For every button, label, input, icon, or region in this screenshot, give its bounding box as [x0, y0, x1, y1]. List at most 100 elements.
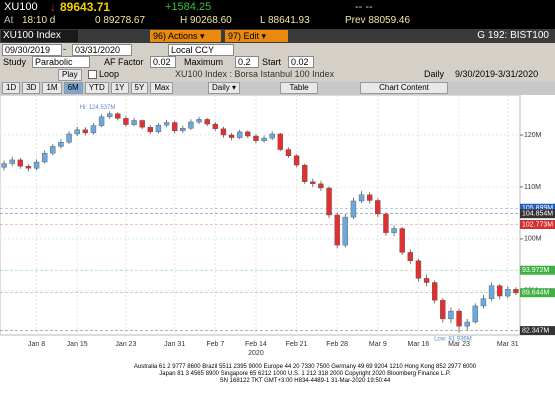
open: 0 89278.67 — [95, 15, 146, 26]
candle-body — [505, 289, 511, 297]
direction-arrow: ↓ — [50, 0, 56, 14]
low: L 88641.93 — [260, 15, 310, 26]
period-bar: Daily ▾ Table Chart Content 1D 3D 1M 6M YTD 1… — [0, 82, 555, 95]
table-button[interactable]: Table — [280, 82, 318, 94]
x-sublabel: 2020 — [248, 350, 264, 357]
chart-content-button[interactable]: Chart Content — [360, 82, 448, 94]
level-box — [520, 288, 555, 298]
page-id: G 192: BIST100 — [477, 30, 549, 41]
start-date[interactable]: 09/30/2019 — [2, 44, 62, 56]
candle-body — [480, 298, 487, 307]
currency[interactable]: Local CCY — [168, 44, 234, 56]
level-label: 82.347M — [522, 327, 549, 334]
candle-body — [139, 120, 145, 128]
candle-body — [212, 123, 219, 129]
candle-body — [326, 187, 332, 216]
candle-body — [220, 128, 227, 136]
candle-body — [90, 125, 97, 134]
period-button[interactable]: 1D — [2, 82, 21, 94]
level-label: 105.899M — [522, 205, 553, 212]
y-tick-label: 100M — [524, 236, 542, 243]
candle-body — [236, 131, 243, 138]
level-box — [520, 203, 555, 213]
candle-body — [245, 131, 251, 137]
level-box — [520, 326, 555, 336]
x-tick-label: Mar 23 — [448, 341, 470, 348]
candle-body — [58, 142, 64, 147]
description: XU100 Index : Borsa Istanbul 100 Index — [175, 69, 335, 79]
candle-body — [50, 146, 56, 154]
candle-body — [269, 133, 275, 139]
start-label: Start — [262, 57, 282, 67]
candle-body — [375, 200, 381, 215]
period-button[interactable]: YTD — [84, 82, 109, 94]
ticker: XU100 — [4, 1, 38, 13]
level-label: 102.773M — [522, 221, 553, 228]
loop-checkbox[interactable] — [88, 70, 97, 79]
candle-body — [456, 310, 462, 327]
candle-body — [188, 121, 194, 129]
af-input[interactable]: 0.02 — [150, 56, 176, 68]
study-label: Study — [3, 57, 27, 67]
candle-body — [123, 118, 129, 125]
candle-body — [106, 113, 113, 118]
high: H 90268.60 — [180, 15, 232, 26]
candle-body — [431, 282, 438, 301]
x-tick-label: Mar 9 — [369, 341, 387, 348]
footer: Australia 61 2 9777 8600 Brazil 5511 239… — [60, 364, 550, 385]
candle-body — [472, 305, 479, 323]
period-button[interactable]: 1Y — [110, 82, 129, 94]
candle-body — [74, 129, 80, 135]
period-button[interactable]: 5Y — [130, 82, 149, 94]
x-tick-label: Feb 7 — [206, 341, 224, 348]
security-input[interactable]: XU100 Index — [1, 30, 78, 42]
candle-body — [82, 129, 89, 134]
quote-bar: XU100 ↓ 89643.71 +1584.25 -- -- At 18:10… — [0, 0, 555, 29]
actions-button[interactable]: 96) Actions ▾ — [150, 30, 221, 42]
level-label: 89.644M — [522, 290, 549, 297]
candle-body — [358, 194, 365, 202]
footer-line: Australia 61 2 9777 8600 Brazil 5511 239… — [133, 364, 477, 370]
candle-body — [253, 135, 259, 141]
level-box — [520, 219, 555, 229]
max-input[interactable]: 0.2 — [235, 56, 259, 68]
period-select[interactable]: Daily ▾ — [208, 82, 241, 94]
level-box — [520, 265, 555, 275]
candle-body — [9, 159, 15, 164]
candle-body — [423, 278, 430, 283]
level-box — [520, 209, 555, 219]
settings-panel: 09/30/2019 - 03/31/2020 Local CCY Study … — [0, 43, 555, 82]
x-tick-label: Mar 16 — [408, 341, 430, 348]
start-input[interactable]: 0.02 — [288, 56, 314, 68]
candle-body — [293, 155, 300, 166]
frequency: Daily — [424, 69, 445, 79]
period-button[interactable]: Max — [150, 82, 174, 94]
footer-line: Japan 81 3 4565 8900 Singapore 65 6212 1… — [159, 371, 451, 377]
level-label: 93.972M — [522, 267, 549, 274]
x-tick-label: Feb 21 — [286, 341, 308, 348]
candle-body — [334, 214, 340, 246]
period-button[interactable]: 6M — [63, 82, 83, 94]
edit-button[interactable]: 97) Edit ▾ — [225, 30, 288, 42]
candle-body — [261, 137, 267, 141]
candle-body — [131, 120, 137, 125]
last-price: 89643.71 — [60, 0, 111, 14]
period-button[interactable]: 3D — [22, 82, 41, 94]
study-select[interactable]: Parabolic — [32, 56, 90, 68]
candle-body — [318, 183, 324, 189]
x-tick-label: Feb 14 — [245, 341, 267, 348]
range: 9/30/2019-3/31/2020 — [455, 69, 539, 79]
time-label: At — [4, 15, 14, 26]
candle-body — [163, 122, 170, 126]
x-tick-label: Jan 31 — [164, 341, 185, 348]
candle-body — [1, 163, 7, 168]
candle-body — [310, 181, 316, 185]
candle-body — [407, 252, 414, 261]
end-date[interactable]: 03/31/2020 — [72, 44, 132, 56]
candle-body — [66, 133, 72, 143]
play-button[interactable]: Play — [58, 69, 82, 81]
date-dash: - — [63, 44, 66, 54]
period-button[interactable]: 1M — [42, 82, 62, 94]
candle-body — [350, 200, 357, 218]
